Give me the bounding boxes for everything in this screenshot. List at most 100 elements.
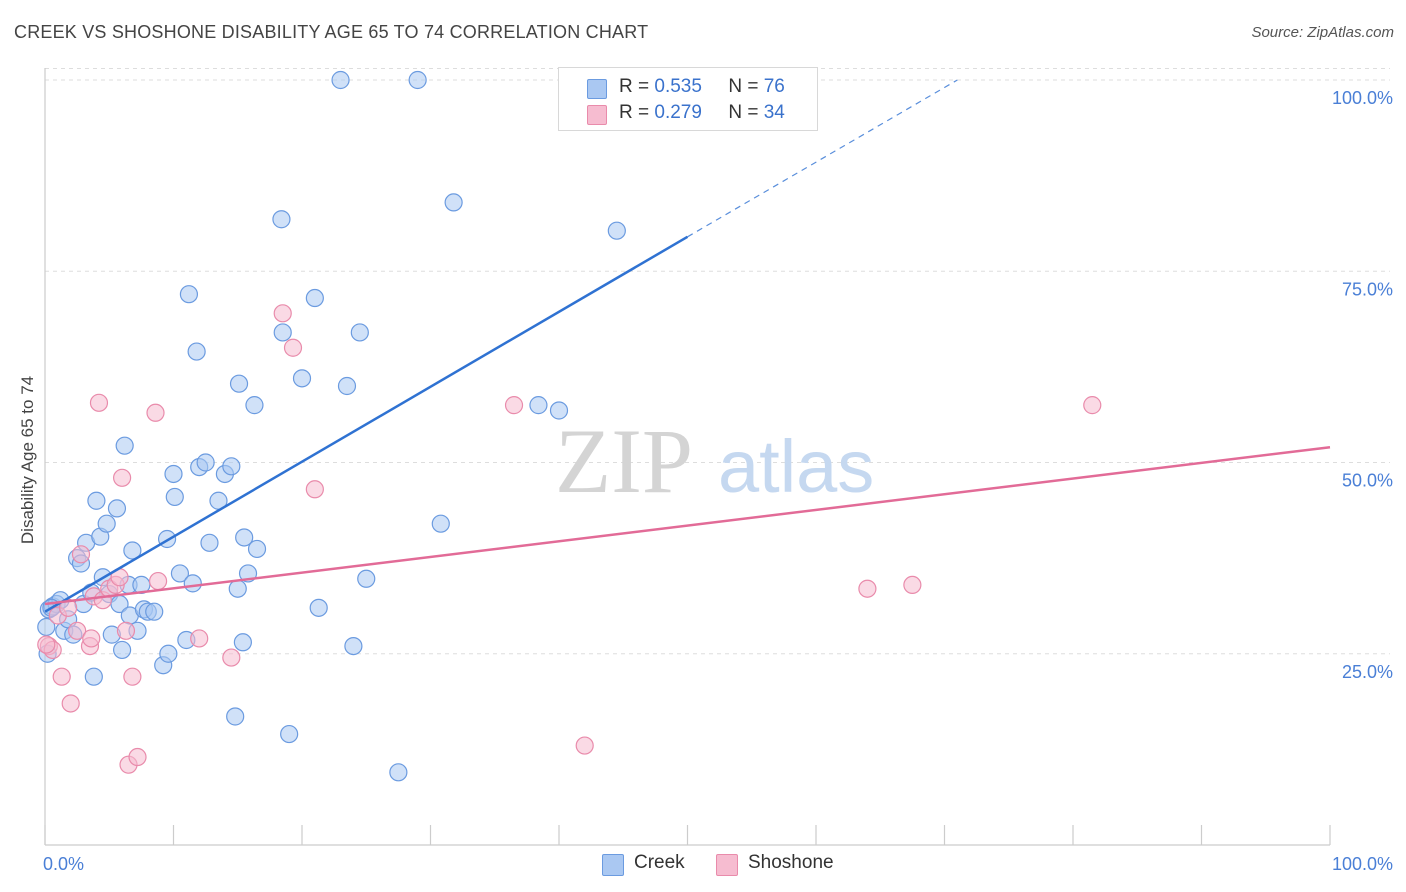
shoshone-point <box>283 338 303 357</box>
shoshone-point <box>273 304 292 323</box>
shoshone-r-value: 0.279 <box>654 102 702 123</box>
shoshone-point <box>123 667 142 686</box>
shoshone-point <box>61 694 80 713</box>
shoshone-swatch <box>587 105 607 125</box>
creek-point <box>112 640 132 660</box>
creek-point <box>84 667 103 686</box>
creek-point <box>607 221 626 240</box>
creek-point <box>107 499 127 518</box>
shoshone-legend-label: Shoshone <box>748 852 834 873</box>
creek-point <box>344 636 363 656</box>
creek-r-value: 0.535 <box>654 76 702 97</box>
watermark-atlas: atlas <box>718 425 874 508</box>
shoshone-point <box>575 736 594 755</box>
shoshone-point <box>112 468 132 487</box>
creek-point <box>229 374 249 393</box>
creek-legend-label: Creek <box>634 852 685 873</box>
creek-point <box>272 210 291 229</box>
creek-legend-swatch <box>602 854 624 876</box>
creek-point <box>123 541 142 560</box>
creek-point <box>389 763 408 782</box>
shoshone-point <box>116 621 136 640</box>
creek-point <box>164 464 183 484</box>
y-tick-label: 100.0% <box>1332 88 1393 108</box>
creek-point <box>200 533 219 552</box>
creek-point <box>145 602 164 621</box>
creek-point <box>165 487 184 507</box>
creek-point <box>247 539 267 559</box>
creek-point <box>357 569 376 588</box>
shoshone-point <box>146 403 165 422</box>
shoshone-points <box>37 304 1102 774</box>
creek-point <box>183 574 202 593</box>
shoshone-point <box>71 545 91 564</box>
creek-point <box>97 514 116 533</box>
shoshone-r-label: R = <box>619 102 650 123</box>
creek-point <box>196 453 215 472</box>
shoshone-point <box>222 648 241 667</box>
shoshone-n-label: N = <box>728 102 759 123</box>
creek-point <box>408 70 427 90</box>
shoshone-point <box>190 629 209 648</box>
creek-point <box>245 396 264 415</box>
shoshone-point <box>68 621 87 640</box>
creek-point <box>187 342 206 361</box>
creek-point <box>549 401 569 420</box>
creek-point <box>292 369 312 388</box>
creek-point <box>170 564 190 583</box>
creek-point <box>179 285 199 304</box>
shoshone-point <box>504 396 524 415</box>
creek-point <box>529 396 548 415</box>
x-tick-label: 0.0% <box>43 854 84 874</box>
creek-n-value: 76 <box>763 76 785 97</box>
creek-point <box>305 288 324 308</box>
creek-point <box>350 323 369 342</box>
shoshone-point <box>1083 396 1102 415</box>
creek-point <box>226 707 245 726</box>
y-tick-label: 25.0% <box>1342 662 1393 682</box>
creek-trend-line <box>44 235 689 613</box>
shoshone-point <box>148 571 168 591</box>
shoshone-point <box>858 579 877 598</box>
creek-trend-extension <box>687 79 958 238</box>
creek-point <box>222 457 241 476</box>
x-tick-label: 100.0% <box>1332 854 1393 874</box>
creek-point <box>159 644 178 663</box>
creek-swatch <box>587 79 607 99</box>
creek-n-label: N = <box>728 76 759 97</box>
creek-point <box>87 491 106 510</box>
creek-point <box>115 436 134 455</box>
stats-legend: R = 0.535 N = 76 R = 0.279 N = 34 <box>558 67 818 131</box>
shoshone-legend-swatch <box>716 854 738 876</box>
creek-point <box>309 598 328 617</box>
y-tick-label: 75.0% <box>1342 279 1393 299</box>
creek-point <box>228 579 247 598</box>
chart-title: CREEK VS SHOSHONE DISABILITY AGE 65 TO 7… <box>14 22 649 42</box>
creek-point <box>444 193 463 212</box>
creek-point <box>233 633 252 652</box>
shoshone-point <box>903 575 922 595</box>
y-tick-label: 50.0% <box>1342 471 1393 491</box>
shoshone-point <box>128 747 147 767</box>
shoshone-trend-line <box>44 445 1331 606</box>
shoshone-point <box>82 629 101 648</box>
creek-point <box>273 323 292 342</box>
creek-point <box>235 528 254 547</box>
shoshone-n-value: 34 <box>763 102 785 123</box>
source-credit: Source: ZipAtlas.com <box>1251 24 1394 41</box>
trend-lines <box>44 79 1331 613</box>
tick-labels: 25.0% 50.0% 75.0% 100.0% 0.0% 100.0% <box>43 88 1393 874</box>
shoshone-point <box>37 635 56 654</box>
shoshone-point <box>305 480 324 499</box>
watermark: ZIP atlas <box>555 410 874 512</box>
creek-r-label: R = <box>619 76 650 97</box>
shoshone-point <box>89 393 109 412</box>
creek-point <box>337 376 357 396</box>
watermark-zip: ZIP <box>555 410 693 512</box>
creek-point <box>280 724 299 744</box>
shoshone-point <box>52 667 71 686</box>
axes <box>44 68 1331 846</box>
creek-point <box>431 514 450 533</box>
creek-point <box>331 70 350 90</box>
